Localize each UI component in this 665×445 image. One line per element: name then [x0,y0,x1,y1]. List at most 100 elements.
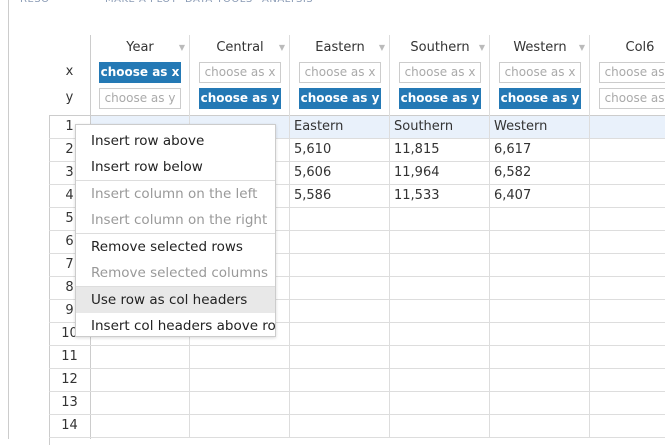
cell[interactable] [590,254,665,277]
cell[interactable] [490,254,590,277]
choose-y-button[interactable]: choose as y [299,88,381,109]
dropdown-arrow[interactable]: ▼ [578,43,585,52]
column-header[interactable]: Col6▼ [590,35,665,60]
choose-x-button[interactable]: choose as x [199,62,281,83]
cell[interactable] [390,415,490,438]
row-number: 7 [49,254,90,277]
toolbar-item[interactable]: DATA TOOLS [185,0,253,5]
cell[interactable] [290,254,390,277]
cell[interactable] [390,300,490,323]
column-header[interactable]: Year ▼ [90,35,190,60]
cell[interactable]: 6,407 [490,185,590,208]
cell[interactable] [190,323,290,346]
cell[interactable] [490,369,590,392]
cell[interactable] [590,208,665,231]
cell[interactable] [590,300,665,323]
cell[interactable] [390,369,490,392]
cell[interactable]: Southern [390,116,490,139]
cell[interactable] [590,139,665,162]
cell[interactable] [590,231,665,254]
cell[interactable]: 11,964 [390,162,490,185]
toolbar-item[interactable]: RESO [20,0,50,5]
cell[interactable]: 6,582 [490,162,590,185]
cell[interactable] [290,208,390,231]
choose-y-button[interactable]: choose as y [199,88,281,109]
choose-y-button[interactable]: choose as y [399,88,481,109]
menu-item[interactable]: Remove selected rows [91,239,243,255]
toolbar-item[interactable]: MAKE A PLOT [105,0,177,5]
toolbar-item[interactable]: ANALYSIS [262,0,313,5]
cell[interactable] [290,231,390,254]
row-number: 5 [49,208,90,231]
cell[interactable] [290,392,390,415]
cell[interactable] [390,346,490,369]
cell[interactable] [190,392,290,415]
choose-y-button[interactable]: choose as y [599,88,665,109]
cell[interactable] [390,277,490,300]
choose-x-button[interactable]: choose as x [99,62,181,83]
cell[interactable] [490,208,590,231]
cell[interactable] [190,415,290,438]
cell[interactable] [290,277,390,300]
column-header[interactable]: Southern ▼ [390,35,490,60]
cell[interactable] [590,369,665,392]
cell[interactable] [590,323,665,346]
cell[interactable] [290,369,390,392]
cell[interactable] [290,415,390,438]
cell[interactable] [290,323,390,346]
cell[interactable] [590,277,665,300]
choose-x-button[interactable]: choose as x [399,62,481,83]
cell[interactable]: 11,533 [390,185,490,208]
cell[interactable] [590,392,665,415]
cell[interactable]: 6,617 [490,139,590,162]
menu-item[interactable]: Insert row above [91,133,205,149]
menu-item[interactable]: Insert col headers above row [91,318,276,334]
cell[interactable]: 5,606 [290,162,390,185]
cell[interactable] [390,392,490,415]
cell[interactable] [490,300,590,323]
cell[interactable] [90,415,190,438]
choose-x-button[interactable]: choose as x [499,62,581,83]
dropdown-arrow[interactable]: ▼ [178,43,185,52]
cell[interactable] [590,346,665,369]
choose-x-button[interactable]: choose as x [299,62,381,83]
cell[interactable]: Eastern [290,116,390,139]
cell[interactable] [590,162,665,185]
choose-x-button[interactable]: choose as x [599,62,665,83]
column-header[interactable]: Central ▼ [190,35,290,60]
cell[interactable] [490,415,590,438]
menu-item[interactable]: Use row as col headers [76,287,275,313]
cell[interactable] [490,231,590,254]
cell[interactable] [90,369,190,392]
choose-y-button[interactable]: choose as y [499,88,581,109]
dropdown-arrow[interactable]: ▼ [278,43,285,52]
cell[interactable] [290,300,390,323]
cell[interactable] [290,346,390,369]
cell[interactable] [190,346,290,369]
cell[interactable] [90,392,190,415]
column-header[interactable]: Western ▼ [490,35,590,60]
cell[interactable] [90,346,190,369]
cell[interactable] [490,323,590,346]
cell[interactable] [590,116,665,139]
choose-y-button[interactable]: choose as y [99,88,181,109]
dropdown-arrow[interactable]: ▼ [378,43,385,52]
cell[interactable]: 11,815 [390,139,490,162]
cell[interactable] [390,254,490,277]
row-number: 11 [49,346,90,369]
cell[interactable] [590,185,665,208]
cell[interactable] [490,277,590,300]
cell[interactable] [490,392,590,415]
cell[interactable]: 5,610 [290,139,390,162]
menu-item[interactable]: Insert row below [91,159,203,175]
cell[interactable] [190,369,290,392]
cell[interactable] [390,231,490,254]
cell[interactable] [390,208,490,231]
cell[interactable] [490,346,590,369]
dropdown-arrow[interactable]: ▼ [478,43,485,52]
cell[interactable]: Western [490,116,590,139]
cell[interactable]: 5,586 [290,185,390,208]
cell[interactable] [390,323,490,346]
cell[interactable] [590,415,665,438]
column-header[interactable]: Eastern ▼ [290,35,390,60]
